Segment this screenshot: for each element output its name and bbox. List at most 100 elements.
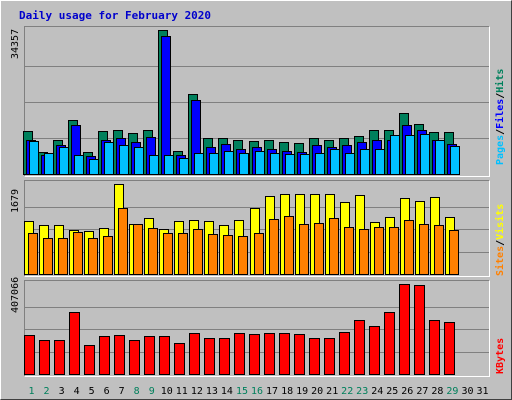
day-label-17: 17	[266, 386, 278, 397]
bar-sites-day-12	[193, 229, 203, 275]
bar-sites-day-15	[238, 236, 248, 275]
bar-pages-day-10	[164, 155, 174, 175]
bar-sites-day-13	[208, 234, 218, 275]
bar-sites-day-19	[299, 224, 309, 275]
bar-pages-day-19	[300, 154, 310, 175]
panel-kbytes	[24, 280, 490, 377]
bar-pages-day-29	[450, 146, 460, 175]
bar-sites-day-10	[163, 233, 173, 275]
day-label-24: 24	[371, 386, 383, 397]
day-label-20: 20	[311, 386, 323, 397]
day-label-4: 4	[74, 386, 80, 397]
bar-pages-day-28	[435, 140, 445, 175]
bar-sites-day-25	[389, 227, 399, 275]
bar-sites-day-20	[314, 223, 324, 275]
bar-pages-day-25	[390, 135, 400, 175]
bar-kbytes-day-28	[429, 320, 440, 375]
bar-kbytes-day-14	[219, 338, 230, 375]
bar-pages-day-26	[405, 135, 415, 175]
bar-kbytes-day-27	[414, 285, 425, 375]
bar-kbytes-day-25	[384, 312, 395, 375]
panel-inset-shadow	[24, 26, 490, 177]
day-label-23: 23	[356, 386, 368, 397]
bar-kbytes-day-13	[204, 338, 215, 375]
day-label-14: 14	[221, 386, 233, 397]
bar-pages-day-8	[134, 147, 144, 175]
bar-kbytes-day-22	[339, 332, 350, 375]
day-label-8: 8	[134, 386, 140, 397]
panel-inset-highlight	[24, 26, 490, 177]
day-label-28: 28	[431, 386, 443, 397]
bar-kbytes-day-6	[99, 336, 110, 375]
max-label-visits-sites: 1679	[10, 189, 21, 213]
bar-sites-day-22	[344, 227, 354, 275]
bar-pages-day-16	[255, 151, 265, 175]
bar-kbytes-day-29	[444, 322, 455, 375]
bar-kbytes-day-12	[189, 333, 200, 375]
bar-sites-day-23	[359, 229, 369, 275]
bar-sites-day-28	[434, 225, 444, 275]
day-label-10: 10	[161, 386, 173, 397]
day-label-25: 25	[386, 386, 398, 397]
bar-pages-day-3	[59, 147, 69, 175]
bar-pages-day-22	[345, 153, 355, 175]
bar-kbytes-day-18	[279, 333, 290, 375]
bar-sites-day-8	[133, 224, 143, 275]
bar-pages-day-17	[270, 153, 280, 175]
panel-hits-files-pages	[23, 26, 490, 177]
max-label-kbytes: 407066	[10, 277, 21, 313]
bar-kbytes-day-2	[39, 340, 50, 375]
legend-sep-3: /	[495, 240, 506, 246]
bar-kbytes-day-11	[174, 343, 185, 375]
day-label-31: 31	[476, 386, 488, 397]
legend-files: Files	[494, 99, 506, 129]
legend-pages-files-hits: Pages/Files/Hits	[494, 69, 506, 165]
day-label-3: 3	[59, 386, 65, 397]
day-label-22: 22	[341, 386, 353, 397]
bar-kbytes-day-4	[69, 312, 80, 375]
bar-pages-day-20	[315, 153, 325, 175]
bar-pages-day-15	[239, 153, 249, 175]
bar-sites-day-5	[88, 238, 98, 275]
bar-kbytes-day-1	[24, 335, 35, 375]
bar-kbytes-day-20	[309, 338, 320, 375]
bar-pages-day-11	[179, 158, 189, 175]
bar-pages-day-13	[209, 153, 219, 175]
day-label-11: 11	[176, 386, 188, 397]
legend-sep-1: /	[495, 129, 506, 135]
bar-kbytes-day-16	[249, 334, 260, 375]
day-label-6: 6	[104, 386, 110, 397]
bar-pages-day-6	[104, 142, 114, 175]
bar-kbytes-day-7	[114, 335, 125, 375]
bar-kbytes-day-3	[54, 340, 65, 375]
bar-sites-day-18	[284, 216, 294, 275]
bar-pages-day-4	[74, 155, 84, 175]
day-label-2: 2	[43, 386, 49, 397]
day-label-1: 1	[28, 386, 34, 397]
bar-sites-day-2	[43, 238, 53, 275]
bar-kbytes-day-17	[264, 333, 275, 375]
bar-pages-day-21	[330, 149, 340, 175]
day-label-16: 16	[251, 386, 263, 397]
bar-sites-day-27	[419, 224, 429, 275]
max-label-hits-files-pages: 34357	[10, 29, 21, 59]
bar-kbytes-day-5	[84, 345, 95, 375]
bar-kbytes-day-9	[144, 336, 155, 375]
bar-sites-day-6	[103, 236, 113, 275]
bar-kbytes-day-23	[354, 320, 365, 375]
bar-sites-day-24	[374, 227, 384, 275]
day-label-12: 12	[191, 386, 203, 397]
day-label-5: 5	[89, 386, 95, 397]
panel-visits-sites	[24, 180, 490, 277]
bar-sites-day-17	[269, 219, 279, 275]
bar-sites-day-1	[28, 233, 38, 275]
bar-pages-day-2	[44, 153, 54, 175]
legend-kbytes: KBytes	[495, 338, 506, 374]
bar-pages-day-1	[29, 141, 39, 175]
legend-hits: Hits	[494, 69, 506, 93]
chart-title: Daily usage for February 2020	[19, 9, 211, 22]
legend-kbytes-text: KBytes	[495, 338, 506, 374]
bar-kbytes-day-10	[159, 336, 170, 375]
day-label-15: 15	[236, 386, 248, 397]
